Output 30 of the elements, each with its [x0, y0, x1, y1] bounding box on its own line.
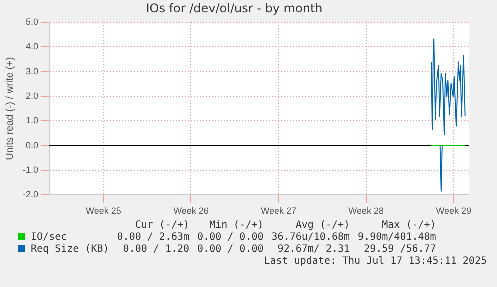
text: Min (-/+)	[208, 220, 265, 232]
x-tick-label: Week 29	[436, 206, 472, 216]
text: 29.59 /56.77	[363, 244, 438, 256]
y-tick-label: 2.0	[26, 90, 39, 101]
y-tick-label: 3.0	[26, 66, 39, 76]
legend-label: Req Size (KB)	[30, 244, 110, 256]
x-tick-label: Week 27	[261, 206, 296, 216]
x-tick-label: Week 25	[86, 206, 122, 216]
text: Max (-/+)	[381, 220, 438, 232]
y-tick-label: 0.0	[26, 140, 39, 150]
y-axis-title: Units read (-) / write (+)	[4, 57, 16, 160]
text: 0.00 / 1.20	[122, 244, 191, 256]
text: 36.76u/10.68m	[270, 232, 352, 244]
text: 0.00 / 0.00	[196, 232, 265, 244]
y-tick-label: 1.0	[26, 116, 39, 126]
y-tick-label: 4.0	[26, 42, 39, 52]
y-tick-label: 5.0	[26, 16, 39, 27]
text: 0.00 / 0.00	[196, 244, 265, 256]
text: 9.90m/401.48m	[357, 232, 438, 244]
chart-title: IOs for /dev/ol/usr - by month	[146, 1, 323, 16]
x-tick-label: Week 28	[348, 206, 384, 216]
text: Avg (-/+)	[294, 220, 352, 232]
x-tick-label: Week 26	[174, 206, 209, 216]
text: 92.67m/ 2.31	[276, 244, 352, 256]
text: 0.00 / 2.63m	[116, 232, 191, 244]
legend-label: IO/sec	[30, 232, 68, 244]
text: Last update: Thu Jul 17 13:45:11 2025	[264, 256, 487, 267]
y-tick-label: -2.0	[22, 190, 39, 200]
text: Cur (-/+)	[134, 220, 191, 232]
y-tick-label: -1.0	[22, 165, 39, 175]
